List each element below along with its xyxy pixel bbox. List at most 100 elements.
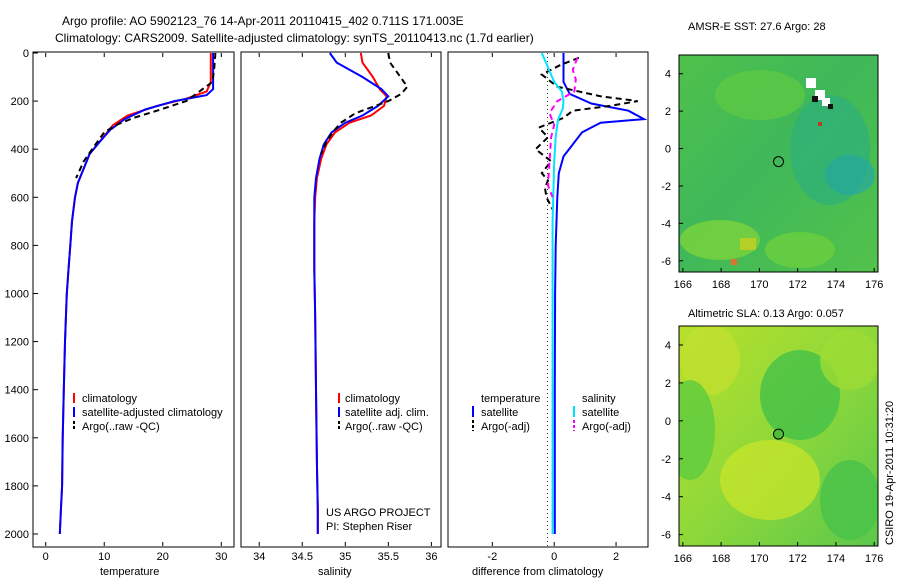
y-tick-label: -6 [661,530,671,542]
temperature-legend: climatology satellite-adjusted climatolo… [73,393,223,433]
x-tick-label: 168 [712,553,730,565]
salinity-legend: climatology satellite adj. clim. Argo(..… [338,393,429,433]
temperature-xlabel: temperature [100,566,159,578]
x-tick-label: 34.5 [292,551,313,563]
x-tick-label: -2 [487,551,497,563]
sst-x-ticks: 166 168 170 172 174 176 [674,268,883,291]
x-tick-label: 174 [827,279,845,291]
temperature-series [58,52,217,535]
x-tick-label: 168 [712,279,730,291]
legend-label-satellite: satellite adj. clim. [345,407,429,419]
sla-y-ticks: 4 2 0 -2 -4 -6 [661,340,683,542]
x-tick-label: 172 [788,279,806,291]
y-tick-label: 200 [11,96,29,108]
legend-label-argo: Argo(..raw -QC) [345,421,423,433]
temperature-y-ticks: 0 200 400 600 800 1000 1200 1400 1600 1800 2000 [5,48,38,541]
salinity-panel: 34 34.5 35 35.5 36 salinity climatology sate… [240,51,442,578]
x-tick-label: 35.5 [378,551,399,563]
y-tick-label: 1400 [5,385,29,397]
y-tick-label: -6 [661,256,671,268]
sst-map-axes [678,54,879,273]
y-tick-label: 2 [665,106,671,118]
y-tick-label: 0 [665,416,671,428]
series-temperature-satellite [553,53,648,534]
x-tick-label: 20 [157,551,169,563]
figure-title-line2: Climatology: CARS2009. Satellite-adjuste… [55,31,534,45]
y-tick-label: 800 [11,240,29,252]
legend-label-sal-satellite: satellite [582,407,619,419]
difference-panel: -2 0 2 difference from climatology tempera… [447,51,649,578]
series-argo-raw-qc- [75,52,217,179]
series-salinity-argo-adj- [546,57,579,198]
sla-x-ticks: 166 168 170 172 174 176 [674,542,883,565]
legend-title-salinity: salinity [582,393,616,405]
x-tick-label: 0 [43,551,49,563]
legend-label-argo: Argo(..raw -QC) [82,421,160,433]
x-tick-label: 166 [674,279,692,291]
difference-axes [447,51,649,548]
salinity-x-ticks: 34 34.5 35 35.5 36 [253,53,438,563]
x-tick-label: 30 [215,551,227,563]
y-tick-label: 4 [665,69,671,81]
sst-map-field [679,55,878,272]
x-tick-label: 170 [750,553,768,565]
y-tick-label: -2 [661,454,671,466]
x-tick-label: 34 [253,551,265,563]
legend-label-temp-satellite: satellite [481,407,518,419]
x-tick-label: 172 [788,553,806,565]
x-tick-label: 0 [551,551,557,563]
y-tick-label: -2 [661,181,671,193]
salinity-axes [240,51,442,548]
pi-annotation: PI: Stephen Riser [326,521,413,533]
legend-label-temp-argo: Argo(-adj) [481,421,530,433]
legend-label-satellite: satellite-adjusted climatology [82,407,223,419]
x-tick-label: 10 [98,551,110,563]
series-temperature-argo-adj- [534,56,638,210]
difference-series [534,52,648,534]
y-tick-label: 400 [11,144,29,156]
sla-map-field [679,326,878,546]
y-tick-label: 1000 [5,288,29,300]
y-tick-label: 1200 [5,337,29,349]
y-tick-label: 1600 [5,433,29,445]
x-tick-label: 35 [339,551,351,563]
x-tick-label: 176 [865,279,883,291]
salinity-series [313,52,409,534]
project-annotation: US ARGO PROJECT [326,507,431,519]
x-tick-label: 176 [865,553,883,565]
sst-map-title: AMSR-E SST: 27.6 Argo: 28 [688,21,826,33]
y-tick-label: -4 [661,218,671,230]
salinity-xlabel: salinity [318,566,352,578]
x-tick-label: 174 [827,553,845,565]
y-tick-label: 0 [665,144,671,156]
y-tick-label: 2000 [5,529,29,541]
sla-map-panel: Altimetric SLA: 0.13 Argo: 0.057 166 168 1… [661,308,883,565]
legend-label-sal-argo: Argo(-adj) [582,421,631,433]
y-tick-label: 2 [665,378,671,390]
sst-map-panel: AMSR-E SST: 27.6 Argo: 28 166 168 170 172 17… [661,21,883,291]
legend-label-climatology: climatology [82,393,138,405]
y-tick-label: 4 [665,340,671,352]
temperature-x-ticks: 0 10 20 30 [43,53,227,563]
temperature-panel: 0 200 400 600 800 1000 1200 1400 1600 1800 2000 0 1… [5,48,235,578]
series-argo-raw-qc- [320,52,409,155]
x-tick-label: 36 [425,551,437,563]
sst-argo-position-marker [773,156,784,168]
y-tick-label: 0 [23,48,29,60]
footer-timestamp: CSIRO 19-Apr-2011 10:31:20 [884,401,896,545]
y-tick-label: 600 [11,192,29,204]
series-salinity-satellite [540,52,565,534]
sla-argo-position-marker [773,428,784,440]
x-tick-label: 166 [674,553,692,565]
y-tick-label: -4 [661,492,671,504]
x-tick-label: 170 [750,279,768,291]
sla-map-axes [678,325,879,547]
legend-label-climatology: climatology [345,393,401,405]
series-satellite-adjusted-climatology [58,53,215,535]
difference-legend: temperature salinity satellite Argo(-adj… [472,393,631,433]
difference-xlabel: difference from climatology [472,566,604,578]
sla-map-title: Altimetric SLA: 0.13 Argo: 0.057 [688,308,844,320]
y-tick-label: 1800 [5,481,29,493]
figure-title-line1: Argo profile: AO 5902123_76 14-Apr-2011 … [62,14,464,28]
